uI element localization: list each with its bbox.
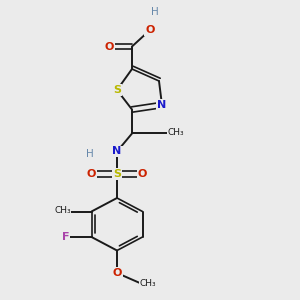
Text: S: S	[113, 169, 121, 179]
Text: N: N	[158, 100, 166, 110]
Text: CH₃: CH₃	[167, 128, 184, 137]
Text: O: O	[112, 268, 122, 278]
Text: S: S	[113, 85, 121, 95]
Text: F: F	[62, 232, 69, 242]
Text: H: H	[86, 148, 94, 159]
Text: H: H	[151, 7, 158, 17]
Text: O: O	[105, 41, 114, 52]
Text: CH₃: CH₃	[54, 206, 71, 215]
Text: CH₃: CH₃	[139, 279, 156, 288]
Text: O: O	[138, 169, 147, 179]
Text: N: N	[112, 146, 122, 157]
Text: O: O	[87, 169, 96, 179]
Text: O: O	[145, 25, 155, 35]
